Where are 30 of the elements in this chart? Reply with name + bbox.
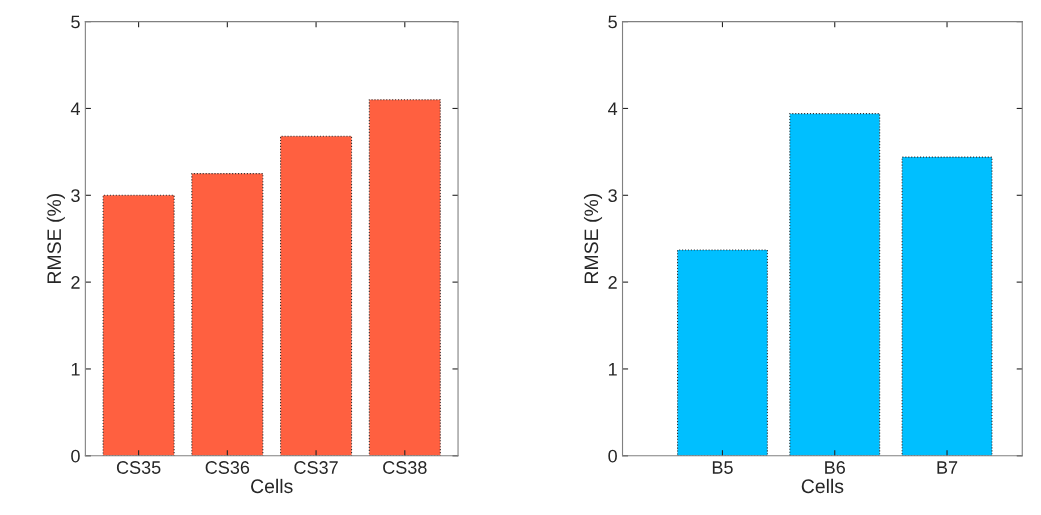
y-tick-label: 2 bbox=[608, 276, 617, 289]
x-tick-label: B5 bbox=[712, 461, 733, 474]
y-tick-label: 5 bbox=[71, 15, 80, 29]
x-tick-label: CS36 bbox=[205, 461, 250, 474]
y-tick-label: 2 bbox=[71, 276, 80, 289]
bar bbox=[368, 99, 441, 456]
bar bbox=[676, 249, 768, 456]
y-tick-label: 1 bbox=[71, 363, 80, 376]
x-tick-label: B6 bbox=[825, 461, 845, 474]
y-tick-label: 3 bbox=[608, 189, 617, 203]
x-axis-title: Cells bbox=[801, 478, 844, 494]
y-tick-label: 3 bbox=[71, 189, 80, 203]
bar bbox=[280, 135, 353, 456]
x-tick-label: CS38 bbox=[383, 461, 427, 474]
y-tick-label: 0 bbox=[71, 449, 80, 463]
bar bbox=[901, 156, 993, 456]
x-tick-label: B7 bbox=[937, 461, 958, 474]
y-tick-label: 1 bbox=[608, 363, 617, 376]
x-tick-label: CS35 bbox=[116, 461, 161, 474]
x-tick-label: CS37 bbox=[294, 461, 338, 474]
bar bbox=[191, 173, 264, 456]
y-axis-title: RMSE (%) bbox=[46, 194, 65, 284]
y-tick-label: 5 bbox=[608, 15, 617, 29]
x-axis-title: Cells bbox=[251, 478, 293, 494]
bar bbox=[789, 113, 881, 456]
y-tick-label: 4 bbox=[70, 102, 80, 115]
y-tick-label: 0 bbox=[608, 449, 617, 463]
y-axis-title: RMSE (%) bbox=[583, 194, 603, 284]
y-tick-label: 4 bbox=[608, 102, 618, 115]
bar bbox=[102, 194, 175, 456]
